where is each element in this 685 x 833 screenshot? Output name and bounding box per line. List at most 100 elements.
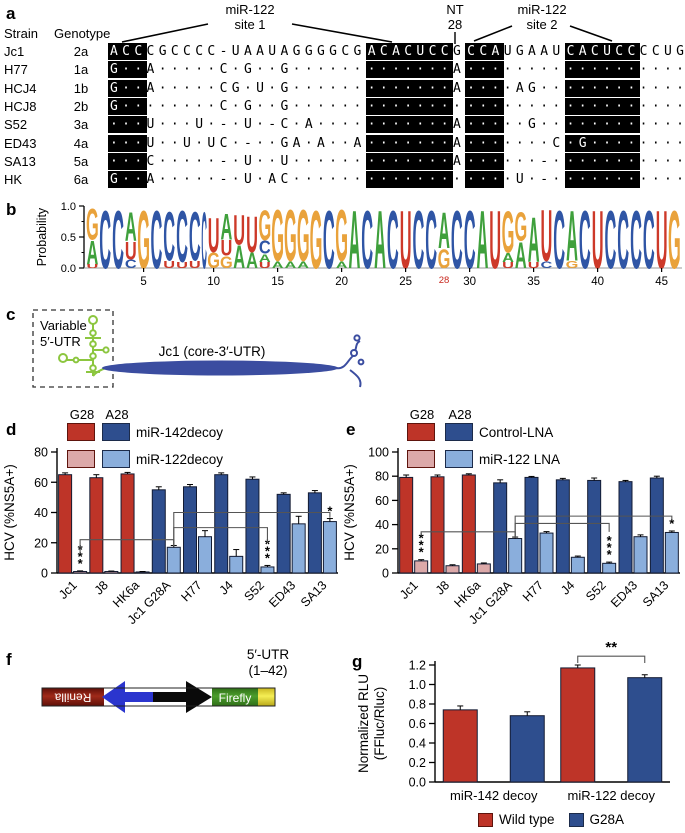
site2-header: miR-122 site 2 [494, 2, 590, 32]
logo-letter-C: C [630, 193, 642, 286]
legend-d-swatch-a28-row2 [102, 450, 130, 468]
bar-ED43-0 [276, 493, 291, 574]
sequence-segment-5: ···-· [503, 153, 565, 169]
site1-left-line [121, 23, 209, 43]
bar-S52-0 [587, 479, 602, 574]
legend-e-swatch-a28-row2 [445, 450, 473, 468]
panel-f-label: f [6, 650, 12, 669]
logo-letter-C: C [189, 197, 201, 275]
logo-x-tick-label-28: 28 [439, 275, 450, 286]
bar-Jc1-1 [414, 560, 429, 574]
logo-letter-G: G [668, 193, 681, 286]
site2-line1: miR-122 [517, 2, 567, 17]
sequence-segment-3: A [452, 117, 466, 133]
y-axis-title-line2: (FFluc/Rluc) [372, 687, 387, 761]
construct-outline [41, 687, 276, 707]
significance-bracket [577, 655, 646, 664]
y-axis-title: HCV (%NS5A+) [342, 464, 357, 560]
significance-stars: * [419, 531, 425, 546]
alignment-row-HCJ4: HCJ4 1b G··A·····CG·U·G······ ·······A ····A… [0, 79, 685, 99]
logo-letter-U: U [163, 259, 175, 270]
sequence-segment-0: ··· [108, 134, 147, 152]
x-category-label: ED43 [608, 578, 640, 610]
bar-Jc1-G28A-0 [493, 482, 508, 574]
bar-H77-1 [198, 536, 212, 574]
bar-J8-0 [89, 477, 104, 574]
bar-J8-1 [445, 565, 460, 574]
logo-letter-C: C [323, 193, 335, 286]
bar-ED43-0 [618, 481, 633, 574]
sequence-segment-3: G [452, 44, 466, 59]
sequence-segment-2: ······· [365, 171, 453, 189]
legend-e-row1-label: Control-LNA [479, 425, 554, 440]
logo-letter-A: A [477, 193, 489, 286]
sequence-segment-2: ······· [365, 61, 453, 79]
legend-d-swatch-a28-row1 [102, 423, 130, 441]
strain-name: Jc1 [4, 44, 25, 59]
logo-letter-A: A [438, 204, 450, 261]
site1-line2: site 1 [234, 17, 266, 32]
bar-S52-1 [602, 562, 617, 574]
sequence-segment-0: ACC [108, 43, 147, 60]
strain-name: SA13 [4, 153, 36, 169]
legend-e-col-g28: G28 [409, 407, 435, 422]
legend-d-col-a28: A28 [105, 407, 129, 422]
logo-letter-G: G [137, 193, 150, 286]
genotype: 2a [73, 44, 89, 59]
strain-name: S52 [4, 117, 28, 133]
logo-letter-C: C [553, 193, 565, 286]
x-category-label: S52 [241, 578, 267, 604]
bracket-stars: ** [605, 639, 617, 656]
site2-line2: site 2 [526, 17, 558, 32]
x-category-label: SA13 [298, 578, 330, 610]
logo-letter-G: G [207, 249, 220, 274]
logo-letter-G: G [438, 244, 451, 274]
blue-arrow-head-icon [102, 681, 125, 713]
logo-letter-G: G [335, 196, 348, 277]
bar-J4-1 [570, 556, 585, 574]
logo-letter-A: A [374, 193, 386, 286]
sequence: G········C·G··G······ ········ ········ ···… [108, 97, 685, 115]
bar-S52-1 [260, 566, 275, 574]
site1-line1: miR-122 [225, 2, 275, 17]
x-category-label: S52 [583, 578, 609, 604]
strain-name: HCJ4 [4, 80, 37, 96]
x-category-label: J4 [217, 578, 236, 597]
sequence-segment-1: CGCCCC-UAAUAGGGGCG [146, 44, 366, 59]
firefly-box [212, 688, 258, 706]
significance-stars: * [607, 540, 613, 555]
legend-d-row1-label: miR-142decoy [136, 425, 224, 440]
site1-right-line [291, 23, 393, 43]
legend-g: Wild type G28A [478, 812, 624, 827]
sequence-segment-6: ······ [564, 171, 640, 189]
alignment-row-H77: H77 1a G··A·····C·G··G······ ·······A ······… [0, 61, 685, 80]
bar-miR-142-decoy-1 [509, 715, 545, 783]
y-tick-label: 40 [375, 518, 389, 532]
alignment-annotation-lines [121, 23, 613, 44]
significance-stars: * [607, 533, 613, 548]
logo-x-tick-label: 10 [207, 276, 220, 288]
bar-H77-0 [183, 486, 197, 574]
logo-x-tick-label: 15 [271, 276, 284, 288]
genotype: 3a [73, 117, 89, 133]
three-prime-utr-structure-icon [335, 334, 365, 388]
sequence: ···U··U·UC·-··GA·A··A ·······A ·······C ·G·… [108, 134, 685, 152]
sequence-segment-4: ··· [465, 152, 504, 170]
x-category-label: ED43 [266, 578, 298, 610]
legend-e-col-a28: A28 [448, 407, 472, 422]
x-category-label: H77 [520, 578, 546, 604]
y-tick-label: 80 [375, 470, 389, 484]
bar-SA13-1 [322, 521, 337, 574]
y-tick-label: 60 [375, 494, 389, 508]
alignment-row-Jc1: Jc1 2a ACCCGCCCC-UAAUAGGGGCG ACACUCCG CCAUGA… [0, 43, 685, 62]
sequence-segment-4: ··· [465, 116, 504, 134]
bar-J8-0 [430, 476, 445, 574]
genotype: 6a [73, 172, 89, 188]
logo-letter-C: C [99, 193, 111, 286]
sequence: G··A·····C·G··G······ ·······A ········ ···… [108, 61, 685, 79]
sequence-segment-7: CCUG [639, 44, 685, 59]
sequence-segment-4: ··· [465, 79, 504, 97]
logo-letter-U: U [400, 193, 412, 286]
logo-letter-C: C [425, 193, 437, 286]
bar-HK6a-1 [135, 571, 150, 574]
